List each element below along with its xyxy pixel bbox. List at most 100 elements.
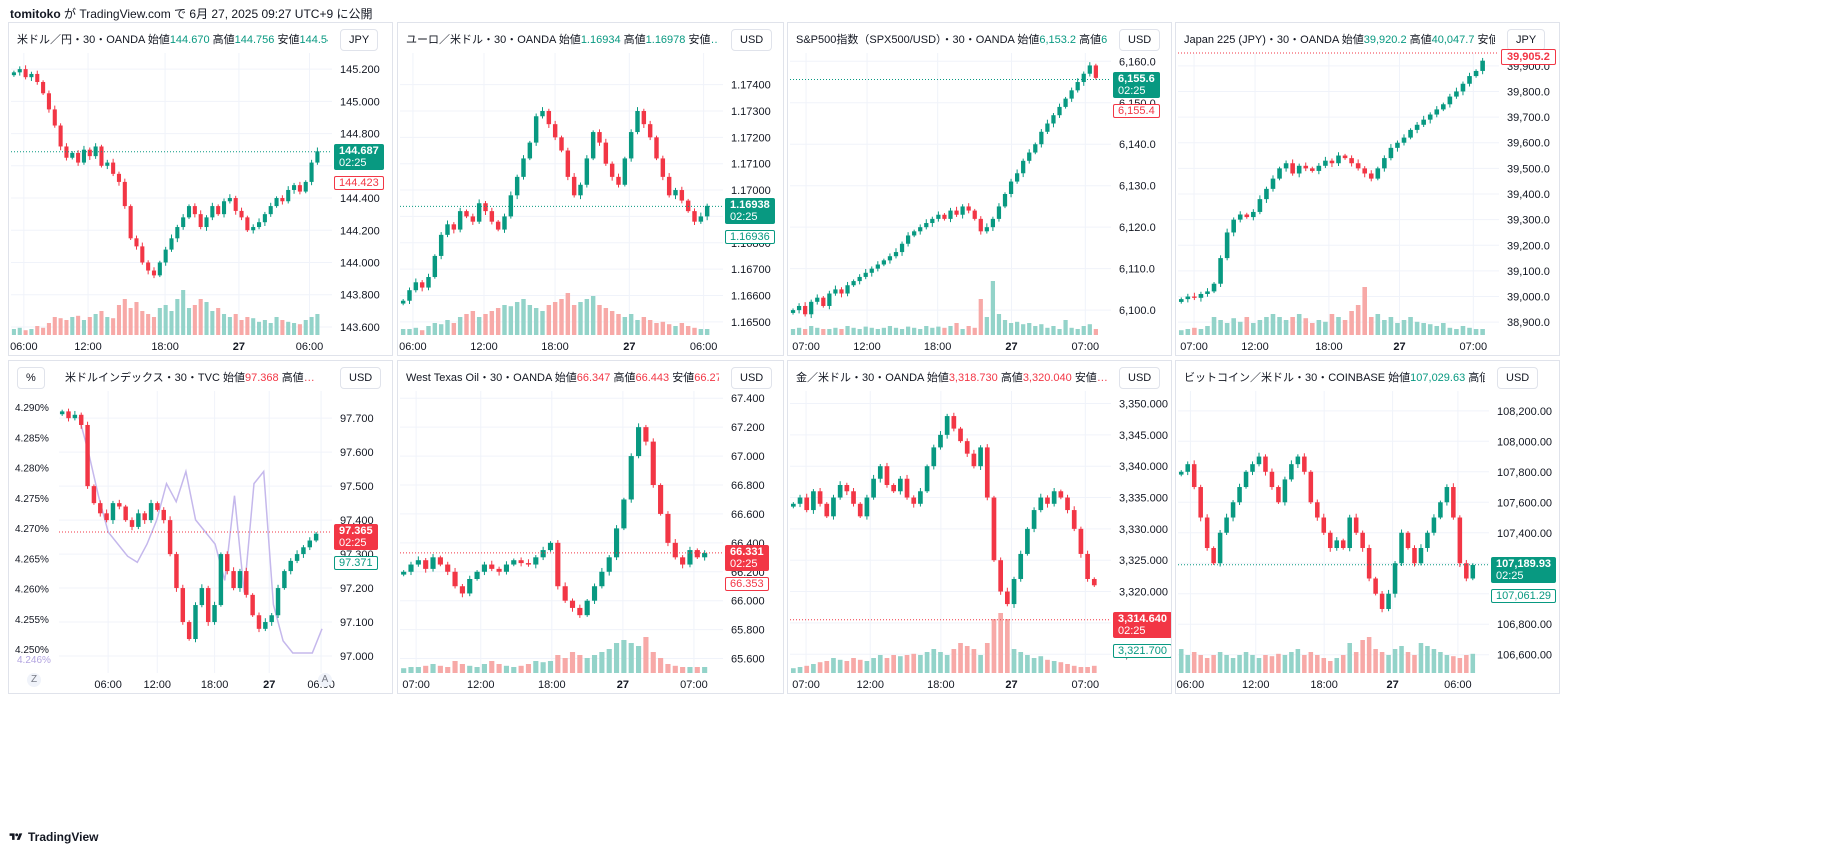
username[interactable]: tomitoko bbox=[10, 7, 61, 21]
currency-button[interactable]: USD bbox=[1119, 367, 1161, 389]
volume-bar bbox=[871, 658, 876, 673]
candle-body bbox=[301, 547, 306, 555]
volume-bar bbox=[419, 330, 425, 335]
candle-body bbox=[78, 414, 84, 425]
y-tick-label: 65.600 bbox=[731, 654, 765, 666]
currency-button[interactable]: USD bbox=[1497, 367, 1539, 389]
symbol-title[interactable]: ユーロ／米ドル・30・OANDA 始値1.16934 高値1.16978 安値… bbox=[406, 31, 719, 47]
symbol-title[interactable]: 米ドル／円・30・OANDA 始値144.670 高値144.756 安値144… bbox=[17, 31, 328, 47]
volume-bar bbox=[533, 308, 539, 335]
volume-bar bbox=[400, 329, 406, 335]
tradingview-logo-icon bbox=[9, 833, 23, 840]
symbol-title[interactable]: ビットコイン／米ドル・30・COINBASE 始値107,029.63 高値… bbox=[1184, 369, 1485, 385]
chart-canvas[interactable]: 6,160.06,150.06,140.06,130.06,120.06,110… bbox=[788, 23, 1172, 356]
volume-bar bbox=[817, 662, 823, 673]
chart-canvas[interactable]: 145.200145.000144.800144.600144.400144.2… bbox=[9, 23, 393, 356]
chart-canvas[interactable]: 1.174001.173001.172001.171001.170001.169… bbox=[398, 23, 784, 356]
currency-button[interactable]: USD bbox=[731, 29, 773, 51]
chart-canvas[interactable]: 108,200.00 108,000.00 107,800.00 107,600.00… bbox=[1176, 361, 1560, 694]
volume-bar bbox=[1218, 320, 1223, 335]
chart-canvas[interactable]: 39,900.0 39,800.0 39,700.0 39,600.0 39,500.0… bbox=[1176, 23, 1560, 356]
volume-bar bbox=[1323, 321, 1328, 335]
candle-body bbox=[1334, 540, 1340, 549]
candle-body bbox=[1290, 163, 1295, 174]
high-label: 高値 bbox=[1000, 372, 1023, 384]
chart-panel-btc[interactable]: ビットコイン／米ドル・30・COINBASE 始値107,029.63 高値… U… bbox=[1175, 360, 1560, 694]
candle-body bbox=[1412, 548, 1417, 564]
footer-brand[interactable]: TradingView bbox=[8, 830, 98, 844]
candle-body bbox=[123, 506, 128, 521]
candle-body bbox=[167, 520, 173, 555]
chart-panel-wti[interactable]: West Texas Oil・30・OANDA 始値66.347 高値66.44… bbox=[397, 360, 784, 694]
candle-body bbox=[467, 579, 473, 594]
currency-button[interactable]: JPY bbox=[1507, 29, 1546, 51]
volume-bar bbox=[964, 646, 970, 673]
candle-body bbox=[508, 195, 514, 217]
chart-canvas[interactable]: 67.40067.20067.00066.80066.60066.40066.2… bbox=[398, 361, 784, 694]
currency-button[interactable]: JPY bbox=[340, 29, 379, 51]
candle-body bbox=[286, 189, 291, 202]
bar-countdown: 02:25 bbox=[730, 557, 758, 570]
currency-button[interactable]: USD bbox=[731, 367, 773, 389]
volume-bar bbox=[998, 613, 1003, 673]
candle-body bbox=[577, 607, 583, 616]
candle-body bbox=[401, 571, 407, 575]
volume-bar bbox=[233, 314, 238, 335]
candle-body bbox=[571, 176, 577, 196]
candle-body bbox=[1224, 232, 1230, 259]
symbol-title[interactable]: 米ドルインデックス・30・TVC 始値97.368 高値… bbox=[65, 369, 315, 385]
volume-bar bbox=[1204, 658, 1210, 673]
last-price-tag: 66.331 02:25 bbox=[725, 544, 769, 571]
y-tick-label: 106,600.00 bbox=[1497, 650, 1552, 662]
y-tick-label: 3,345.000 bbox=[1119, 430, 1168, 442]
volume-bar bbox=[555, 655, 561, 673]
candle-body bbox=[452, 571, 458, 587]
currency-button[interactable]: USD bbox=[340, 367, 382, 389]
chart-panel-eurusd[interactable]: ユーロ／米ドル・30・OANDA 始値1.16934 高値1.16978 安値…… bbox=[397, 22, 784, 356]
y-tick-label: 1.16600 bbox=[731, 290, 771, 302]
volume-bar bbox=[851, 658, 856, 673]
y-tick-label: 107,400.00 bbox=[1497, 528, 1552, 540]
candle-body bbox=[930, 218, 935, 224]
volume-bar bbox=[1250, 655, 1255, 673]
chart-panel-spx[interactable]: S&P500指数（SPX500/USD）・30・OANDA 始値6,153.2 … bbox=[787, 22, 1172, 356]
candle-body bbox=[186, 206, 192, 218]
chart-panel-usdjpy[interactable]: 米ドル／円・30・OANDA 始値144.670 高値144.756 安値144… bbox=[8, 22, 393, 356]
percent-scale-button[interactable]: % bbox=[17, 367, 45, 389]
bar-countdown: 02:25 bbox=[1118, 624, 1146, 637]
symbol-title[interactable]: Japan 225 (JPY)・30・OANDA 始値39,920.2 高値40… bbox=[1184, 31, 1495, 47]
last-price-tag: 6,155.6 02:25 bbox=[1113, 71, 1160, 98]
candle-body bbox=[262, 214, 267, 223]
currency-button[interactable]: USD bbox=[1119, 29, 1161, 51]
chart-canvas[interactable]: 97.70097.60097.50097.40097.30097.20097.1… bbox=[9, 361, 393, 694]
y-tick-label: 143.800 bbox=[340, 290, 380, 302]
auto-scale-button[interactable]: A bbox=[318, 673, 332, 687]
volume-bar bbox=[1454, 329, 1459, 335]
candle-body bbox=[898, 478, 903, 492]
candle-body bbox=[565, 150, 571, 177]
volume-bar bbox=[1283, 320, 1289, 335]
volume-bar bbox=[1421, 323, 1426, 335]
low-value: 66.276… bbox=[694, 372, 719, 384]
log-scale-button[interactable]: Z bbox=[27, 673, 41, 687]
candle-body bbox=[559, 137, 564, 151]
chart-panel-gold[interactable]: 金／米ドル・30・OANDA 始値3,318.730 高値3,320.040 安… bbox=[787, 360, 1172, 694]
symbol-title[interactable]: S&P500指数（SPX500/USD）・30・OANDA 始値6,153.2 … bbox=[796, 31, 1107, 47]
candle-body bbox=[430, 557, 436, 569]
left-y-tick-label: 4.255% bbox=[15, 615, 49, 626]
volume-bar bbox=[844, 661, 850, 673]
volume-bar bbox=[1282, 655, 1288, 673]
chart-canvas[interactable]: 3,350.000 3,345.000 3,340.000 3,335.000 3,33… bbox=[788, 361, 1172, 694]
symbol-name: ユーロ／米ドル・30・OANDA bbox=[406, 34, 556, 46]
volume-bar bbox=[877, 655, 883, 673]
x-tick-label: 07:00 bbox=[402, 679, 430, 691]
symbol-title[interactable]: 金／米ドル・30・OANDA 始値3,318.730 高値3,320.040 安… bbox=[796, 369, 1107, 385]
candle-body bbox=[1185, 464, 1190, 472]
chart-panel-dxy[interactable]: 米ドルインデックス・30・TVC 始値97.368 高値… USD% 97.700 9… bbox=[8, 360, 393, 694]
chart-panel-nikkei[interactable]: Japan 225 (JPY)・30・OANDA 始値39,920.2 高値40… bbox=[1175, 22, 1560, 356]
x-tick-label: 27 bbox=[1386, 679, 1398, 691]
candle-body bbox=[1091, 579, 1097, 586]
symbol-title[interactable]: West Texas Oil・30・OANDA 始値66.347 高値66.44… bbox=[406, 369, 719, 385]
last-price-value: 144.687 bbox=[339, 144, 379, 157]
candle-body bbox=[269, 615, 274, 623]
